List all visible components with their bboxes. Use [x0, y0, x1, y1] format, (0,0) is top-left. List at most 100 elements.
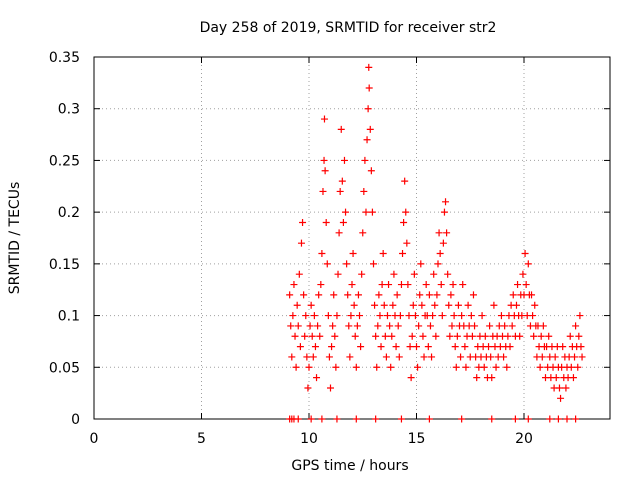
data-point [413, 343, 420, 351]
y-tick-label: 0.1 [58, 309, 80, 325]
data-point [401, 177, 409, 185]
data-point [314, 322, 322, 330]
data-point [329, 322, 337, 330]
data-point [531, 301, 539, 309]
data-point [313, 374, 321, 382]
y-tick-label: 0 [71, 412, 80, 428]
data-point [407, 374, 415, 382]
zero-marker [333, 415, 341, 423]
data-point [363, 136, 371, 144]
zero-marker [307, 415, 315, 423]
data-point [331, 332, 339, 340]
data-point [567, 363, 575, 371]
data-point [409, 301, 417, 309]
data-point [367, 167, 375, 175]
data-point [537, 332, 545, 340]
data-point [552, 374, 560, 382]
data-point [442, 198, 450, 206]
zero-marker [318, 415, 326, 423]
data-point [492, 363, 500, 371]
data-point [457, 353, 465, 361]
y-tick-label: 0.2 [58, 205, 80, 221]
data-point [459, 281, 467, 289]
data-point [352, 363, 360, 371]
data-point [577, 343, 585, 351]
data-point [400, 218, 408, 226]
data-point [453, 332, 461, 340]
data-point [396, 312, 404, 320]
data-point [404, 281, 412, 289]
data-point [365, 84, 373, 92]
data-point [383, 312, 391, 320]
data-point [335, 229, 343, 237]
data-point [347, 312, 355, 320]
data-point [318, 250, 326, 258]
x-tick-label: 20 [515, 431, 533, 447]
data-point [425, 291, 433, 299]
data-point [539, 322, 547, 330]
data-point [464, 301, 472, 309]
data-point [348, 281, 356, 289]
data-point [490, 301, 498, 309]
data-point [538, 353, 546, 361]
zero-marker [397, 415, 405, 423]
data-point [443, 229, 451, 237]
data-point [338, 177, 346, 185]
data-point [339, 218, 347, 226]
zero-marker [425, 415, 433, 423]
data-point [405, 312, 413, 320]
data-point [419, 332, 427, 340]
data-point [356, 312, 364, 320]
data-point [528, 291, 536, 299]
zero-marker [488, 415, 496, 423]
data-point [334, 270, 342, 278]
data-point [345, 322, 353, 330]
data-point [395, 353, 403, 361]
data-point [387, 363, 395, 371]
data-point [411, 312, 419, 320]
data-point [287, 322, 295, 330]
data-point [508, 322, 516, 330]
data-point [376, 312, 384, 320]
data-point [506, 343, 514, 351]
data-point [297, 239, 305, 247]
data-point [446, 332, 454, 340]
data-point [467, 312, 475, 320]
data-point [512, 301, 520, 309]
x-tick-label: 0 [90, 431, 99, 447]
data-point [449, 281, 457, 289]
data-point [315, 291, 323, 299]
data-point [321, 167, 329, 175]
data-point [480, 363, 488, 371]
data-point [435, 229, 443, 237]
data-point [322, 218, 330, 226]
data-point [340, 156, 348, 164]
data-point [417, 260, 425, 268]
data-point [562, 384, 570, 392]
data-point [302, 312, 310, 320]
data-point [289, 312, 297, 320]
data-point [344, 291, 352, 299]
data-point [346, 353, 354, 361]
x-tick-label: 15 [408, 431, 426, 447]
data-point [389, 301, 397, 309]
data-point [349, 250, 357, 258]
data-point [337, 125, 345, 133]
data-point [418, 301, 426, 309]
data-point [330, 291, 338, 299]
data-point [328, 343, 336, 351]
zero-marker [524, 415, 532, 423]
zero-marker [294, 415, 302, 423]
data-point [522, 281, 530, 289]
data-point [304, 384, 312, 392]
data-point [295, 270, 303, 278]
data-point [327, 384, 334, 392]
data-point [500, 353, 508, 361]
data-point [365, 63, 373, 71]
data-point [437, 281, 445, 289]
data-point [366, 125, 374, 133]
data-point [439, 239, 447, 247]
data-point [454, 301, 462, 309]
data-point [514, 281, 522, 289]
data-point [572, 322, 580, 330]
